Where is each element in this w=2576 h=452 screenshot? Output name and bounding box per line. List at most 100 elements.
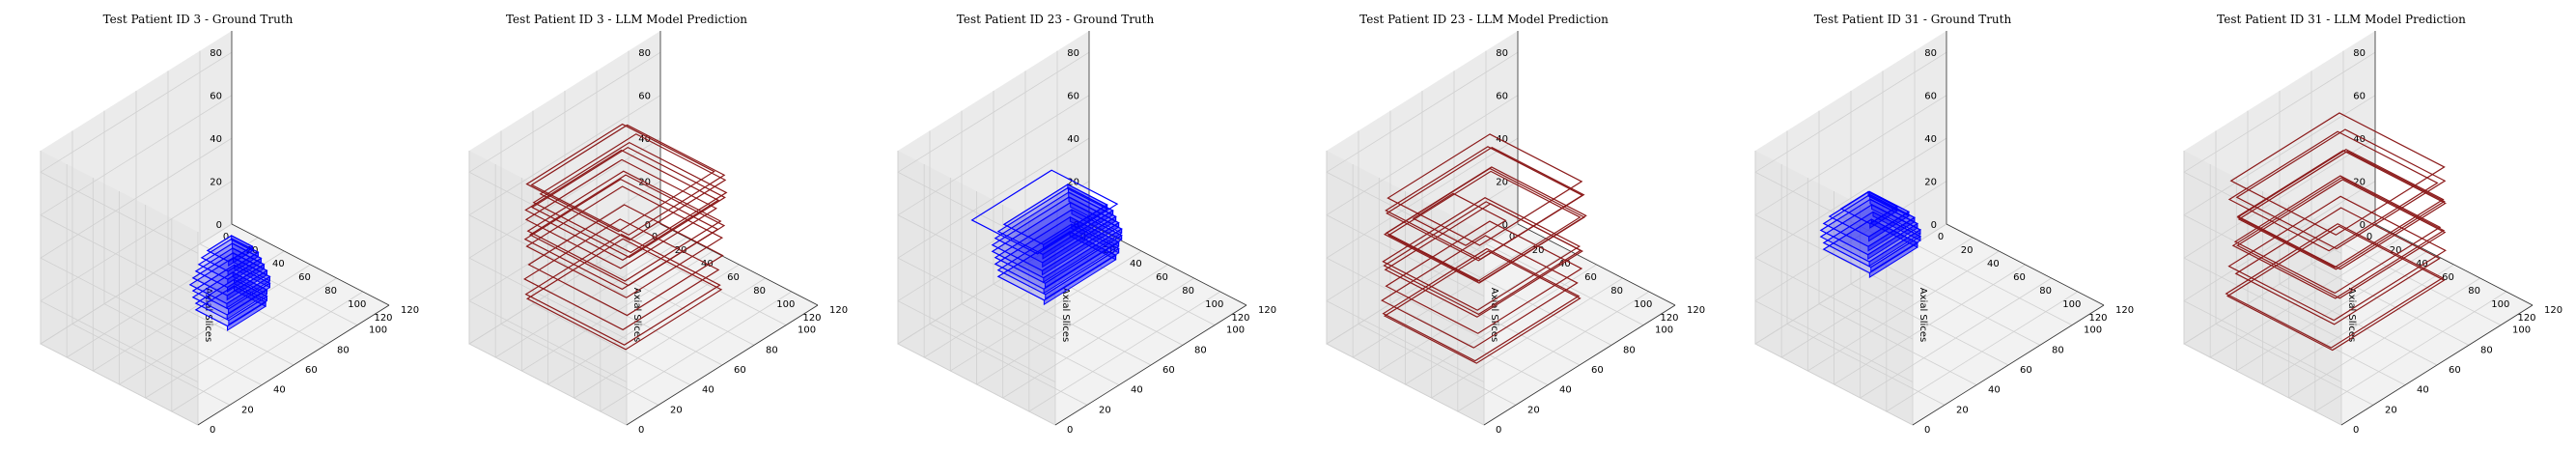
bounding-box <box>1839 190 1899 229</box>
y-tick-label: 100 <box>1226 325 1245 336</box>
x-tick-label: 60 <box>2013 272 2026 283</box>
series-1 <box>2225 112 2447 352</box>
y-tick-label: 80 <box>337 345 350 355</box>
bounding-box <box>525 123 715 233</box>
x-tick-label: 80 <box>1610 286 1623 297</box>
y-tick-label: 40 <box>702 385 714 396</box>
z-axis-label: Axial Slices <box>1060 288 1071 342</box>
chart-svg: 020406080100120020406080100120020406080A… <box>1754 13 2134 436</box>
y-tick-label: 100 <box>1655 325 1673 336</box>
y-tick-label: 60 <box>305 365 318 376</box>
y-tick-label: 20 <box>1527 405 1540 415</box>
bounding-box <box>527 204 724 317</box>
x-tick-label: 40 <box>1987 259 2000 269</box>
bounding-box <box>1822 218 1919 278</box>
x-tick-label: 40 <box>1558 259 1571 269</box>
z-tick-label: 40 <box>210 134 222 145</box>
y-tick-label: 60 <box>734 365 746 376</box>
x-tick-label: 80 <box>1182 286 1194 297</box>
z-tick-label: 60 <box>1067 92 1079 102</box>
chart-title: Test Patient ID 3 - LLM Model Prediction <box>506 13 747 26</box>
chart-svg: 020406080100120020406080100120020406080A… <box>40 13 419 436</box>
chart-panel-1: 0 20 40 60 80 100 120 0 20 40 60 80 100 120 0 20 40 60 80 A… <box>0 0 429 452</box>
z-axis-label: Axial Slices <box>1489 288 1499 342</box>
bounding-box <box>970 169 1119 255</box>
z-tick-label: 20 <box>1067 178 1079 188</box>
bounding-box <box>1382 197 1582 311</box>
z-tick-label: 0 <box>216 220 222 231</box>
x-tick-label: 80 <box>2468 286 2480 297</box>
y-tick-label: 80 <box>1194 345 1207 355</box>
x-tick-label: 100 <box>1205 299 1223 310</box>
bounding-box <box>2236 179 2447 299</box>
x-tick-label: 20 <box>1961 245 1974 256</box>
z-tick-label: 60 <box>210 92 222 102</box>
bounding-box <box>1387 170 1582 282</box>
z-tick-label: 20 <box>2353 178 2366 188</box>
z-tick-label: 40 <box>1924 134 1937 145</box>
chart-panel-3: 0 20 40 60 80 100 120 0 20 40 60 80 100 120 0 20 40 60 80 A… <box>857 0 1286 452</box>
z-tick-label: 40 <box>1496 134 1508 145</box>
x-tick-label: 0 <box>2366 232 2372 242</box>
x-tick-label: 0 <box>1509 232 1515 242</box>
bounding-box <box>991 196 1120 276</box>
z-tick-label: 0 <box>645 220 651 231</box>
bounding-box <box>523 218 720 331</box>
x-tick-label: 100 <box>348 299 366 310</box>
z-tick-label: 20 <box>210 178 222 188</box>
z-tick-label: 40 <box>638 134 651 145</box>
y-tick-label: 20 <box>2385 405 2397 415</box>
bounding-box <box>1383 167 1586 284</box>
z-tick-label: 60 <box>2353 92 2366 102</box>
chart-title: Test Patient ID 23 - LLM Model Predictio… <box>1359 13 1609 26</box>
y-tick-label: 20 <box>1956 405 1969 415</box>
x-tick-label: 120 <box>1231 313 1249 324</box>
series-1 <box>188 235 271 331</box>
z-tick-label: 80 <box>210 48 222 59</box>
y-tick-label: 120 <box>2115 305 2134 316</box>
y-tick-label: 120 <box>1258 305 1276 316</box>
chart-svg: 020406080100120020406080100120020406080A… <box>1326 13 1705 436</box>
bounding-box <box>2234 207 2441 325</box>
chart-title: Test Patient ID 31 - LLM Model Predictio… <box>2217 13 2466 26</box>
z-tick-label: 80 <box>1067 48 1079 59</box>
y-tick-label: 80 <box>2480 345 2493 355</box>
z-tick-label: 0 <box>1502 220 1508 231</box>
y-tick-label: 0 <box>210 425 215 436</box>
axis-lines <box>626 31 819 426</box>
y-tick-label: 40 <box>2417 385 2429 396</box>
x-tick-label: 100 <box>776 299 795 310</box>
chart-svg: 020406080100120020406080100120020406080A… <box>897 13 1276 436</box>
bounding-box <box>2237 150 2446 270</box>
bounding-box <box>197 242 263 285</box>
bounding-box <box>2231 177 2446 299</box>
y-tick-label: 60 <box>1591 365 1604 376</box>
bounding-box <box>523 178 719 291</box>
bounding-box <box>1386 133 1583 246</box>
z-tick-label: 60 <box>1924 92 1937 102</box>
z-tick-label: 60 <box>638 92 651 102</box>
bounding-box <box>524 149 720 262</box>
x-tick-label: 120 <box>2517 313 2535 324</box>
x-tick-label: 120 <box>2088 313 2107 324</box>
y-tick-label: 100 <box>798 325 816 336</box>
bounding-box <box>2229 112 2446 236</box>
bounding-box <box>526 170 722 282</box>
bounding-box <box>2235 128 2447 250</box>
x-tick-label: 100 <box>2062 299 2081 310</box>
y-tick-label: 20 <box>670 405 683 415</box>
bounding-box <box>525 238 723 351</box>
y-tick-label: 120 <box>2544 305 2562 316</box>
axis-lines <box>197 31 390 426</box>
bounding-box <box>1412 192 1507 246</box>
y-tick-label: 60 <box>2020 365 2032 376</box>
bounding-box <box>2227 195 2447 322</box>
x-tick-label: 100 <box>1634 299 1652 310</box>
x-tick-label: 120 <box>802 313 821 324</box>
chart-panel-5: 0 20 40 60 80 100 120 0 20 40 60 80 100 120 0 20 40 60 80 A… <box>1715 0 2143 452</box>
z-tick-label: 80 <box>1496 48 1508 59</box>
bounding-box <box>2226 225 2446 352</box>
